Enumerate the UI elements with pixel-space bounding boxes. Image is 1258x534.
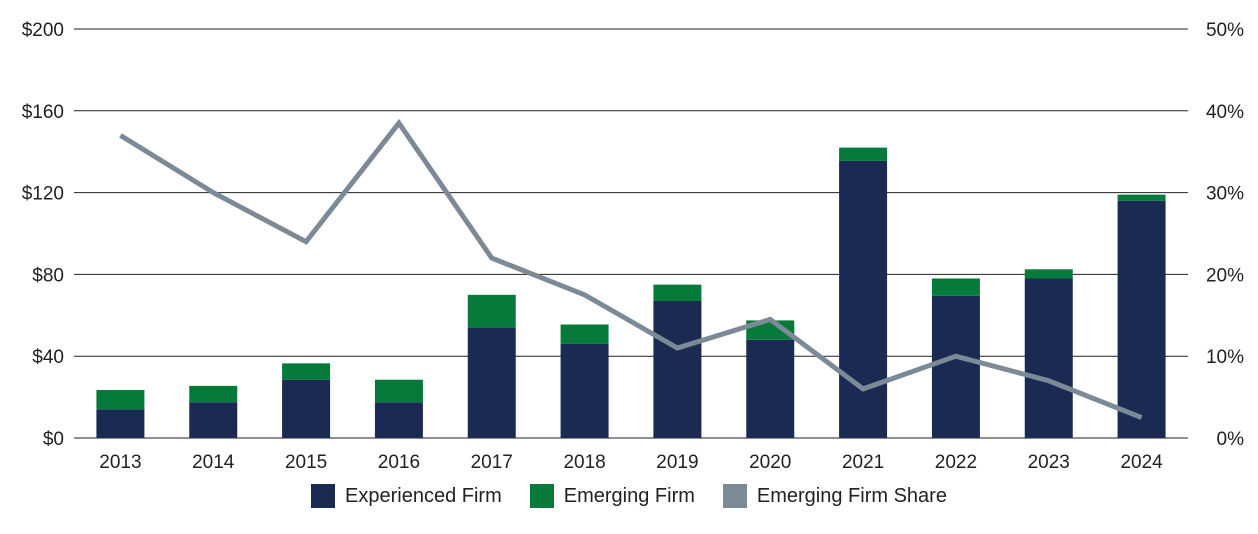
bar-emerging bbox=[467, 294, 516, 328]
left-tick-label: $160 bbox=[22, 102, 64, 123]
bar-emerging bbox=[931, 278, 980, 296]
legend-item-share: Emerging Firm Share bbox=[722, 484, 947, 508]
bar-emerging bbox=[282, 363, 331, 380]
bar-emerging bbox=[839, 147, 888, 161]
x-tick-label: 2015 bbox=[285, 452, 327, 473]
bar-experienced bbox=[467, 327, 516, 438]
right-tick-label: 50% bbox=[1206, 20, 1244, 41]
bar-emerging bbox=[374, 379, 423, 403]
bar-emerging bbox=[189, 385, 238, 403]
bar-experienced bbox=[1117, 200, 1166, 438]
bar-emerging bbox=[1024, 269, 1073, 279]
bar-emerging bbox=[560, 324, 609, 344]
bar-experienced bbox=[1024, 278, 1073, 438]
x-tick-label: 2019 bbox=[656, 452, 698, 473]
x-tick-label: 2013 bbox=[99, 452, 141, 473]
legend-label-emerging: Emerging Firm bbox=[563, 484, 695, 507]
legend-item-experienced: Experienced Firm bbox=[311, 484, 502, 508]
legend-swatch-share bbox=[722, 484, 747, 508]
left-tick-label: $40 bbox=[32, 347, 64, 368]
left-tick-label: $120 bbox=[22, 184, 64, 205]
left-tick-label: $80 bbox=[32, 265, 64, 286]
bar-emerging bbox=[96, 389, 145, 410]
bar-experienced bbox=[282, 379, 331, 438]
bar-experienced bbox=[746, 339, 795, 438]
bar-experienced bbox=[96, 409, 145, 438]
bar-experienced bbox=[374, 402, 423, 438]
bar-experienced bbox=[560, 343, 609, 438]
x-tick-label: 2020 bbox=[749, 452, 791, 473]
legend-swatch-experienced bbox=[311, 484, 336, 508]
bar-experienced bbox=[931, 295, 980, 438]
right-tick-label: 30% bbox=[1206, 184, 1244, 205]
left-tick-label: $0 bbox=[43, 429, 64, 450]
bar-experienced bbox=[189, 402, 238, 438]
x-tick-label: 2014 bbox=[192, 452, 235, 473]
x-tick-label: 2023 bbox=[1028, 452, 1070, 473]
x-tick-label: 2018 bbox=[563, 452, 605, 473]
chart-svg: $0 $40 $80 $120 $160 $200 0% 10% 20% 30% 40% 50% 201… bbox=[22, 20, 1245, 473]
bar-experienced bbox=[653, 300, 702, 438]
legend-item-emerging: Emerging Firm bbox=[529, 484, 695, 508]
right-tick-label: 10% bbox=[1206, 347, 1244, 368]
right-tick-label: 40% bbox=[1206, 102, 1244, 123]
x-tick-label: 2017 bbox=[471, 452, 513, 473]
x-tick-label: 2024 bbox=[1120, 452, 1163, 473]
bar-emerging bbox=[653, 284, 702, 301]
x-tick-label: 2021 bbox=[842, 452, 884, 473]
right-tick-label: 20% bbox=[1206, 265, 1244, 286]
bar-experienced bbox=[839, 160, 888, 438]
x-tick-label: 2022 bbox=[935, 452, 977, 473]
x-tick-label: 2016 bbox=[378, 452, 420, 473]
legend-swatch-emerging bbox=[529, 484, 554, 508]
left-tick-label: $200 bbox=[22, 20, 64, 41]
legend: Experienced Firm Emerging Firm Emerging … bbox=[0, 484, 1258, 508]
legend-label-share: Emerging Firm Share bbox=[756, 484, 947, 507]
line-emerging-share bbox=[119, 118, 1143, 420]
right-tick-label: 0% bbox=[1217, 429, 1245, 450]
legend-label-experienced: Experienced Firm bbox=[345, 484, 502, 507]
bar-emerging bbox=[1117, 194, 1166, 201]
